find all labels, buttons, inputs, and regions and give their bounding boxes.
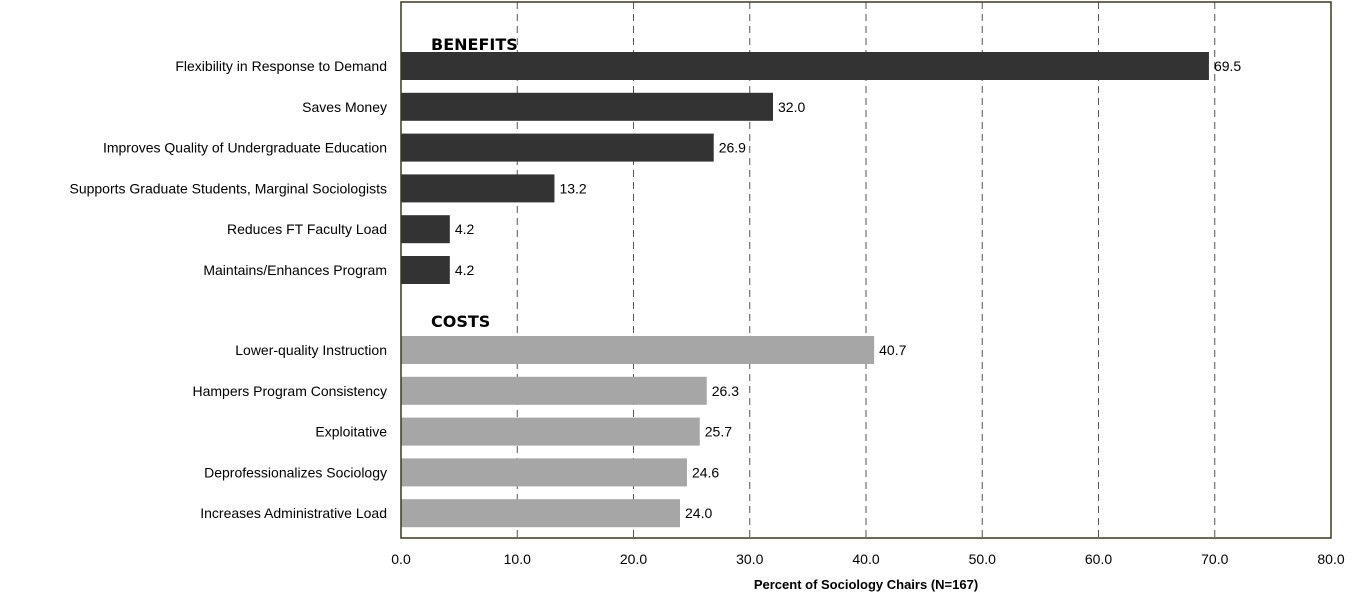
x-tick-label: 70.0 <box>1201 551 1228 567</box>
data-label: 24.6 <box>692 464 719 480</box>
labels: 0.0 10.0 20.0 30.0 40.0 50.0 60.0 70.0 80.0 BENEF… <box>69 35 1344 567</box>
bar <box>401 215 450 244</box>
data-label: 26.9 <box>719 140 746 156</box>
x-tick-label: 10.0 <box>504 551 531 567</box>
x-tick-label: 50.0 <box>969 551 996 567</box>
x-tick-label: 30.0 <box>736 551 763 567</box>
category-label: Maintains/Enhances Program <box>203 262 387 278</box>
data-label: 4.2 <box>455 221 475 237</box>
category-label: Flexibility in Response to Demand <box>175 58 387 74</box>
category-label: Supports Graduate Students, Marginal Soc… <box>69 180 387 196</box>
group-label: BENEFITS <box>431 35 518 54</box>
category-label: Increases Administrative Load <box>200 505 387 521</box>
category-label: Improves Quality of Undergraduate Educat… <box>103 140 387 156</box>
data-label: 4.2 <box>455 262 475 278</box>
bar <box>401 458 687 487</box>
bar <box>401 92 773 121</box>
bar <box>401 256 450 284</box>
data-label: 25.7 <box>705 424 732 440</box>
x-tick-label: 40.0 <box>852 551 879 567</box>
bar <box>401 336 875 364</box>
bars <box>401 52 1209 528</box>
bar <box>401 499 680 528</box>
group-label: COSTS <box>431 312 490 331</box>
category-label: Hampers Program Consistency <box>192 383 387 399</box>
grid <box>516 2 1216 538</box>
data-label: 13.2 <box>559 180 586 196</box>
bar <box>401 417 700 446</box>
data-label: 26.3 <box>712 383 739 399</box>
bar <box>401 376 707 405</box>
category-label: Exploitative <box>315 424 387 440</box>
x-tick-label: 0.0 <box>391 551 411 567</box>
category-label: Lower-quality Instruction <box>235 342 387 358</box>
bar <box>401 133 714 162</box>
category-label: Deprofessionalizes Sociology <box>204 464 387 480</box>
data-label: 40.7 <box>879 342 906 358</box>
x-tick-label: 80.0 <box>1317 551 1344 567</box>
x-axis-title: Percent of Sociology Chairs (N=167) <box>754 577 978 592</box>
bar <box>401 52 1209 80</box>
x-tick-label: 60.0 <box>1085 551 1112 567</box>
plot-frame <box>400 1 1332 539</box>
data-label: 69.5 <box>1214 58 1241 74</box>
data-label: 32.0 <box>778 99 805 115</box>
x-tick-label: 20.0 <box>620 551 647 567</box>
data-label: 24.0 <box>685 505 712 521</box>
bar <box>401 174 555 203</box>
category-label: Reduces FT Faculty Load <box>227 221 387 237</box>
category-label: Saves Money <box>302 99 387 115</box>
